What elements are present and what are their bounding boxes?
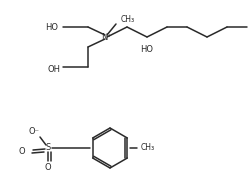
Text: HO: HO — [46, 23, 59, 31]
Text: CH₃: CH₃ — [141, 144, 155, 152]
Text: O: O — [19, 146, 25, 156]
Text: S: S — [46, 144, 51, 152]
Text: HO: HO — [140, 46, 153, 54]
Text: O: O — [45, 163, 51, 173]
Text: CH₃: CH₃ — [121, 14, 135, 24]
Text: N⁺: N⁺ — [102, 32, 112, 41]
Text: O⁻: O⁻ — [28, 126, 40, 135]
Text: OH: OH — [48, 65, 60, 74]
